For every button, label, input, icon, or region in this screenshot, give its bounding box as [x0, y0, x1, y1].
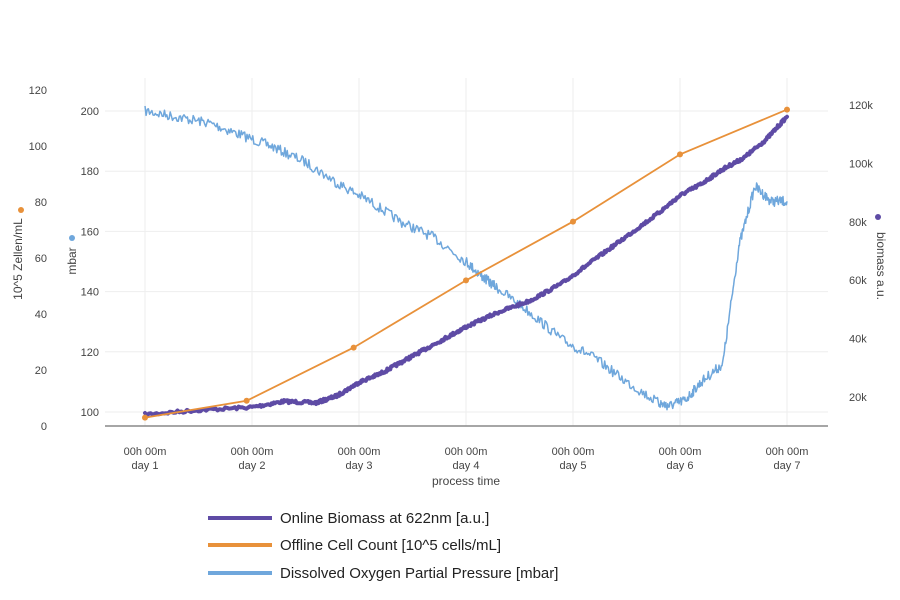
mbar-tick-200: 200 — [81, 106, 99, 118]
cells-tick-80: 80 — [35, 197, 47, 209]
legend-label-oxygen: Dissolved Oxygen Partial Pressure [mbar] — [280, 565, 558, 582]
legend: Online Biomass at 622nm [a.u.] Offline C… — [208, 510, 558, 582]
cellcount-point — [677, 151, 683, 158]
series-line-biomass — [143, 114, 789, 418]
legend-item-biomass[interactable]: Online Biomass at 622nm [a.u.] — [208, 510, 489, 527]
mbar-tick-160: 160 — [81, 226, 99, 238]
biomass-tick-60k: 60k — [849, 275, 867, 287]
ticks-layer: 00h 00m day 1 00h 00m day 2 00h 00m day 3 00h … — [29, 85, 874, 472]
cellcount-point — [784, 106, 790, 113]
y-axis-title-cells: 10^5 Zellen/mL — [11, 218, 25, 300]
mbar-tick-100: 100 — [81, 407, 99, 419]
x-tick-time-day6: 00h 00m — [659, 446, 702, 458]
biomass-axis-marker — [875, 214, 881, 220]
x-tick-day-day5: day 5 — [560, 460, 587, 472]
x-tick-day-day6: day 6 — [667, 460, 694, 472]
x-tick-time-day1: 00h 00m — [124, 446, 167, 458]
cellcount-point — [142, 414, 148, 421]
cells-tick-60: 60 — [35, 253, 47, 265]
biomass-tick-80k: 80k — [849, 217, 867, 229]
x-axis-title: process time — [432, 474, 500, 488]
legend-item-cellcount[interactable]: Offline Cell Count [10^5 cells/mL] — [208, 537, 501, 554]
cells-tick-0: 0 — [41, 421, 47, 433]
cells-tick-40: 40 — [35, 309, 47, 321]
cellcount-point — [570, 218, 576, 225]
series-layer — [142, 105, 790, 421]
x-tick-day-day1: day 1 — [132, 460, 159, 472]
x-tick-day-day3: day 3 — [346, 460, 373, 472]
cellcount-point — [463, 277, 469, 284]
biomass-tick-20k: 20k — [849, 392, 867, 404]
cells-tick-120: 120 — [29, 85, 47, 97]
mbar-tick-180: 180 — [81, 166, 99, 178]
cells-tick-100: 100 — [29, 141, 47, 153]
cellcount-point — [350, 344, 357, 351]
cellcount-point — [243, 397, 250, 404]
x-tick-day-day7: day 7 — [774, 460, 801, 472]
series-line-oxygen — [144, 105, 788, 411]
biomass-tick-40k: 40k — [849, 334, 867, 346]
grid — [105, 78, 828, 426]
mbar-tick-120: 120 — [81, 347, 99, 359]
mbar-tick-140: 140 — [81, 287, 99, 299]
cells-tick-20: 20 — [35, 365, 47, 377]
mbar-axis-marker — [69, 235, 75, 241]
x-tick-time-day2: 00h 00m — [231, 446, 274, 458]
legend-item-oxygen[interactable]: Dissolved Oxygen Partial Pressure [mbar] — [208, 565, 558, 582]
x-tick-day-day2: day 2 — [239, 460, 266, 472]
x-tick-time-day4: 00h 00m — [445, 446, 488, 458]
legend-label-biomass: Online Biomass at 622nm [a.u.] — [280, 510, 489, 527]
y-axis-title-mbar: mbar — [65, 247, 79, 274]
x-tick-time-day3: 00h 00m — [338, 446, 381, 458]
x-tick-time-day7: 00h 00m — [766, 446, 809, 458]
x-tick-day-day4: day 4 — [453, 460, 480, 472]
legend-label-cellcount: Offline Cell Count [10^5 cells/mL] — [280, 537, 501, 554]
biomass-tick-120k: 120k — [849, 100, 873, 112]
cells-axis-marker — [18, 207, 24, 213]
x-tick-time-day5: 00h 00m — [552, 446, 595, 458]
biomass-tick-100k: 100k — [849, 158, 873, 170]
y-axis-title-biomass: biomass a.u. — [874, 232, 888, 300]
